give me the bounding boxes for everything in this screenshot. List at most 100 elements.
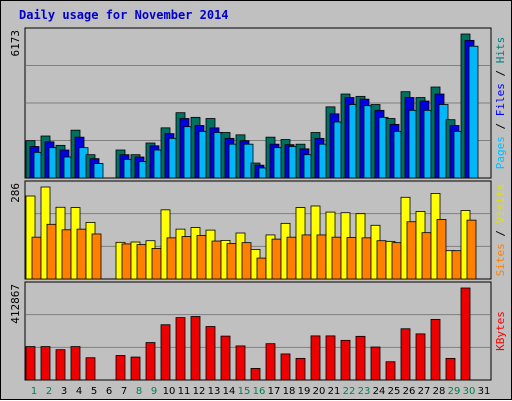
bar-highlight — [42, 188, 44, 278]
bar-highlight — [316, 139, 318, 177]
panel-visits-sites: 286 Sites / Visits — [9, 180, 507, 280]
bar-highlight — [42, 347, 44, 379]
bar-highlight — [162, 325, 164, 379]
bar-highlight — [357, 97, 359, 177]
bar-highlight — [432, 88, 434, 177]
bar-highlight — [226, 139, 228, 177]
bar-highlight — [256, 166, 258, 177]
bar-highlight — [170, 139, 172, 177]
bar-highlight — [282, 140, 284, 177]
bar-highlight — [303, 235, 305, 278]
bar-highlight — [27, 347, 29, 379]
bar-kbytes-day-5 — [85, 357, 96, 381]
x-tick-label-25: 25 — [388, 386, 401, 397]
x-tick-label-20: 20 — [313, 386, 326, 397]
bar-highlight — [213, 242, 215, 278]
bar-highlight — [408, 222, 410, 278]
x-tick-label-3: 3 — [61, 386, 67, 397]
bar-highlight — [252, 250, 254, 278]
bar-highlight — [192, 118, 194, 177]
bar-highlight — [95, 164, 97, 177]
bar-highlight — [357, 337, 359, 379]
bar-highlight — [361, 100, 363, 177]
bar-highlight — [48, 225, 50, 278]
x-tick-label-11: 11 — [178, 386, 191, 397]
bar-kbytes-day-3 — [55, 349, 66, 381]
bar-highlight — [342, 341, 344, 379]
legend-label: / — [494, 116, 507, 136]
bar-highlight — [425, 111, 427, 177]
bar-highlight — [72, 347, 74, 379]
legend-label: Pages — [494, 136, 507, 169]
bar-highlight — [183, 237, 185, 278]
bar-kbytes-day-2 — [40, 346, 51, 381]
bar-highlight — [282, 224, 284, 278]
bar-highlight — [132, 155, 134, 177]
bar-highlight — [402, 329, 404, 379]
bar-highlight — [162, 210, 164, 278]
bar-highlight — [147, 241, 149, 278]
bar-highlight — [290, 147, 292, 177]
bar-highlight — [153, 249, 155, 278]
bar-highlight — [243, 243, 245, 278]
bar-highlight — [305, 155, 307, 177]
bar-highlight — [168, 238, 170, 278]
x-tick-label-16: 16 — [253, 386, 266, 397]
bar-highlight — [267, 235, 269, 278]
bar-highlight — [196, 126, 198, 177]
bar-highlight — [151, 146, 153, 177]
bar-highlight — [87, 223, 89, 278]
x-tick-label-27: 27 — [418, 386, 431, 397]
bar-highlight — [438, 220, 440, 278]
bar-highlight — [453, 251, 455, 278]
bar-highlight — [466, 41, 468, 177]
bar-sites-day-30 — [466, 219, 477, 280]
bar-highlight — [387, 119, 389, 177]
bar-highlight — [387, 362, 389, 379]
bar-highlight — [462, 211, 464, 278]
plot-area — [24, 281, 492, 381]
bar-highlight — [117, 243, 119, 278]
bar-highlight — [177, 318, 179, 379]
bar-highlight — [230, 145, 232, 177]
bar-kbytes-day-4 — [70, 346, 81, 381]
bar-highlight — [342, 95, 344, 177]
bar-highlight — [393, 243, 395, 278]
bar-kbytes-day-16 — [250, 368, 261, 381]
bar-kbytes-day-19 — [295, 357, 306, 381]
bar-highlight — [451, 126, 453, 177]
bar-highlight — [378, 241, 380, 278]
bar-highlight — [80, 148, 82, 177]
bar-highlight — [192, 317, 194, 379]
bar-highlight — [132, 243, 134, 278]
side-legend: Pages / Files / Hits — [494, 37, 507, 170]
bar-highlight — [138, 245, 140, 278]
bar-highlight — [177, 230, 179, 278]
bar-highlight — [391, 125, 393, 177]
bar-highlight — [87, 358, 89, 379]
bar-highlight — [50, 148, 52, 177]
bar-highlight — [273, 240, 275, 278]
bar-highlight — [192, 228, 194, 278]
legend-label: KBytes — [494, 311, 507, 351]
panel-hits-files-pages: 6173 Pages / Files / Hits — [9, 27, 507, 179]
bar-highlight — [312, 206, 314, 278]
x-tick-label-14: 14 — [223, 386, 236, 397]
x-tick-label-22: 22 — [343, 386, 356, 397]
bar-kbytes-day-20 — [310, 335, 321, 381]
bar-highlight — [297, 208, 299, 278]
legend-label: / — [494, 223, 507, 243]
bar-highlight — [267, 138, 269, 177]
x-tick-label-29: 29 — [448, 386, 461, 397]
bar-pages-day-5 — [93, 163, 104, 179]
bar-highlight — [252, 369, 254, 379]
bar-kbytes-day-18 — [280, 353, 291, 381]
bar-highlight — [93, 234, 95, 278]
chart-title: Daily usage for November 2014 — [19, 8, 229, 22]
bar-highlight — [432, 194, 434, 278]
x-tick-label-28: 28 — [433, 386, 446, 397]
bar-highlight — [327, 213, 329, 278]
x-tick-label-9: 9 — [151, 386, 157, 397]
bar-highlight — [241, 141, 243, 177]
bar-highlight — [333, 238, 335, 278]
